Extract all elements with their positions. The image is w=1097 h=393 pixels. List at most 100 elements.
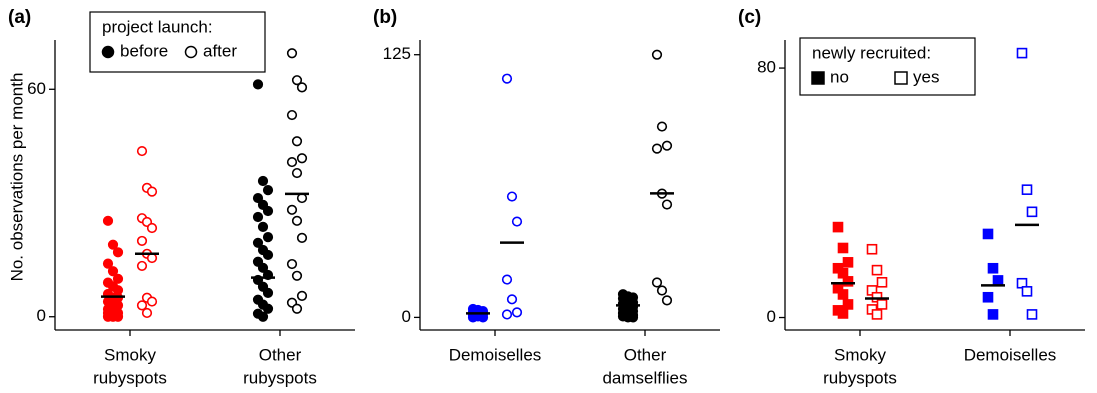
data-point	[987, 309, 999, 320]
data-point	[146, 186, 158, 197]
data-point	[506, 191, 518, 202]
legend-marker	[101, 45, 115, 59]
x-tick-label: Smoky	[834, 345, 886, 364]
data-point	[876, 276, 888, 288]
data-point	[252, 211, 264, 223]
data-point	[842, 299, 854, 310]
data-point	[661, 140, 673, 151]
x-tick-label: Demoiselles	[449, 345, 542, 364]
legend-title: project launch:	[102, 17, 213, 36]
data-point	[296, 82, 308, 93]
data-point	[296, 232, 308, 243]
data-point	[291, 303, 303, 314]
data-point	[501, 274, 513, 285]
data-point	[262, 287, 274, 298]
data-point	[262, 303, 274, 314]
data-point	[656, 121, 668, 132]
data-point	[837, 242, 849, 254]
data-point	[866, 243, 878, 255]
data-point	[257, 262, 269, 273]
data-point	[112, 247, 124, 258]
data-point	[871, 309, 883, 320]
y-tick-label: 0	[767, 307, 776, 326]
y-tick-label: 0	[402, 307, 411, 326]
data-point	[1026, 206, 1038, 218]
data-point	[506, 294, 518, 305]
data-point	[286, 204, 298, 215]
data-point	[141, 307, 153, 319]
data-point	[291, 270, 303, 281]
data-point	[627, 312, 639, 323]
y-tick-label: 125	[383, 44, 411, 63]
data-point	[102, 311, 114, 322]
data-point	[651, 49, 663, 60]
data-point	[651, 143, 663, 154]
panel-label: (b)	[373, 7, 397, 28]
data-point	[136, 300, 148, 311]
legend-title: newly recruited:	[812, 43, 931, 62]
x-tick-label: Smoky	[104, 345, 156, 364]
data-point	[286, 48, 298, 59]
data-point	[291, 136, 303, 147]
data-point	[1026, 309, 1038, 320]
data-point	[842, 257, 854, 268]
data-point	[102, 215, 114, 226]
data-point	[262, 185, 274, 196]
data-point	[1016, 47, 1028, 59]
x-tick-label: Other	[624, 345, 667, 364]
y-tick-label: 0	[37, 306, 46, 325]
panel-label: (c)	[738, 7, 761, 28]
legend-marker	[811, 71, 825, 85]
y-axis-label: No. observations per month	[7, 73, 26, 282]
legend-marker	[894, 71, 908, 85]
data-point	[982, 291, 994, 303]
x-tick-label: Other	[259, 345, 302, 364]
data-point	[832, 221, 844, 233]
legend-box	[799, 37, 976, 96]
data-point	[291, 167, 303, 179]
data-point	[501, 309, 513, 320]
data-point	[262, 232, 274, 243]
data-point	[286, 156, 298, 168]
x-tick-label: Demoiselles	[964, 345, 1057, 364]
data-point	[511, 307, 523, 318]
data-point	[112, 311, 124, 322]
x-tick-label: rubyspots	[823, 368, 897, 387]
data-point	[112, 273, 124, 284]
y-tick-label: 80	[757, 58, 776, 77]
legend-label: yes	[913, 67, 939, 86]
data-point	[252, 192, 264, 204]
data-point	[837, 308, 849, 319]
data-point	[871, 264, 883, 276]
data-point	[837, 289, 849, 300]
data-point	[257, 221, 269, 232]
legend-box	[89, 11, 266, 73]
data-point	[252, 237, 264, 248]
data-point	[146, 296, 158, 307]
data-point	[136, 235, 148, 247]
data-point	[656, 285, 668, 296]
data-point	[262, 249, 274, 261]
data-point	[136, 260, 148, 272]
data-point	[511, 216, 523, 227]
data-point	[136, 145, 148, 157]
data-point	[252, 79, 264, 90]
legend-label: after	[203, 41, 237, 60]
data-point	[286, 258, 298, 270]
legend-marker	[184, 45, 198, 59]
x-tick-label: damselflies	[602, 368, 687, 387]
data-point	[876, 299, 888, 310]
data-point	[291, 215, 303, 226]
data-point	[286, 109, 298, 121]
data-point	[1021, 184, 1033, 195]
data-point	[146, 222, 158, 234]
panel-label: (a)	[8, 7, 31, 28]
x-tick-label: rubyspots	[93, 368, 167, 387]
legend-label: no	[830, 67, 849, 86]
data-point	[296, 290, 308, 301]
legend-label: before	[120, 41, 168, 60]
data-point	[257, 175, 269, 187]
data-point	[661, 295, 673, 306]
data-point	[982, 228, 994, 240]
